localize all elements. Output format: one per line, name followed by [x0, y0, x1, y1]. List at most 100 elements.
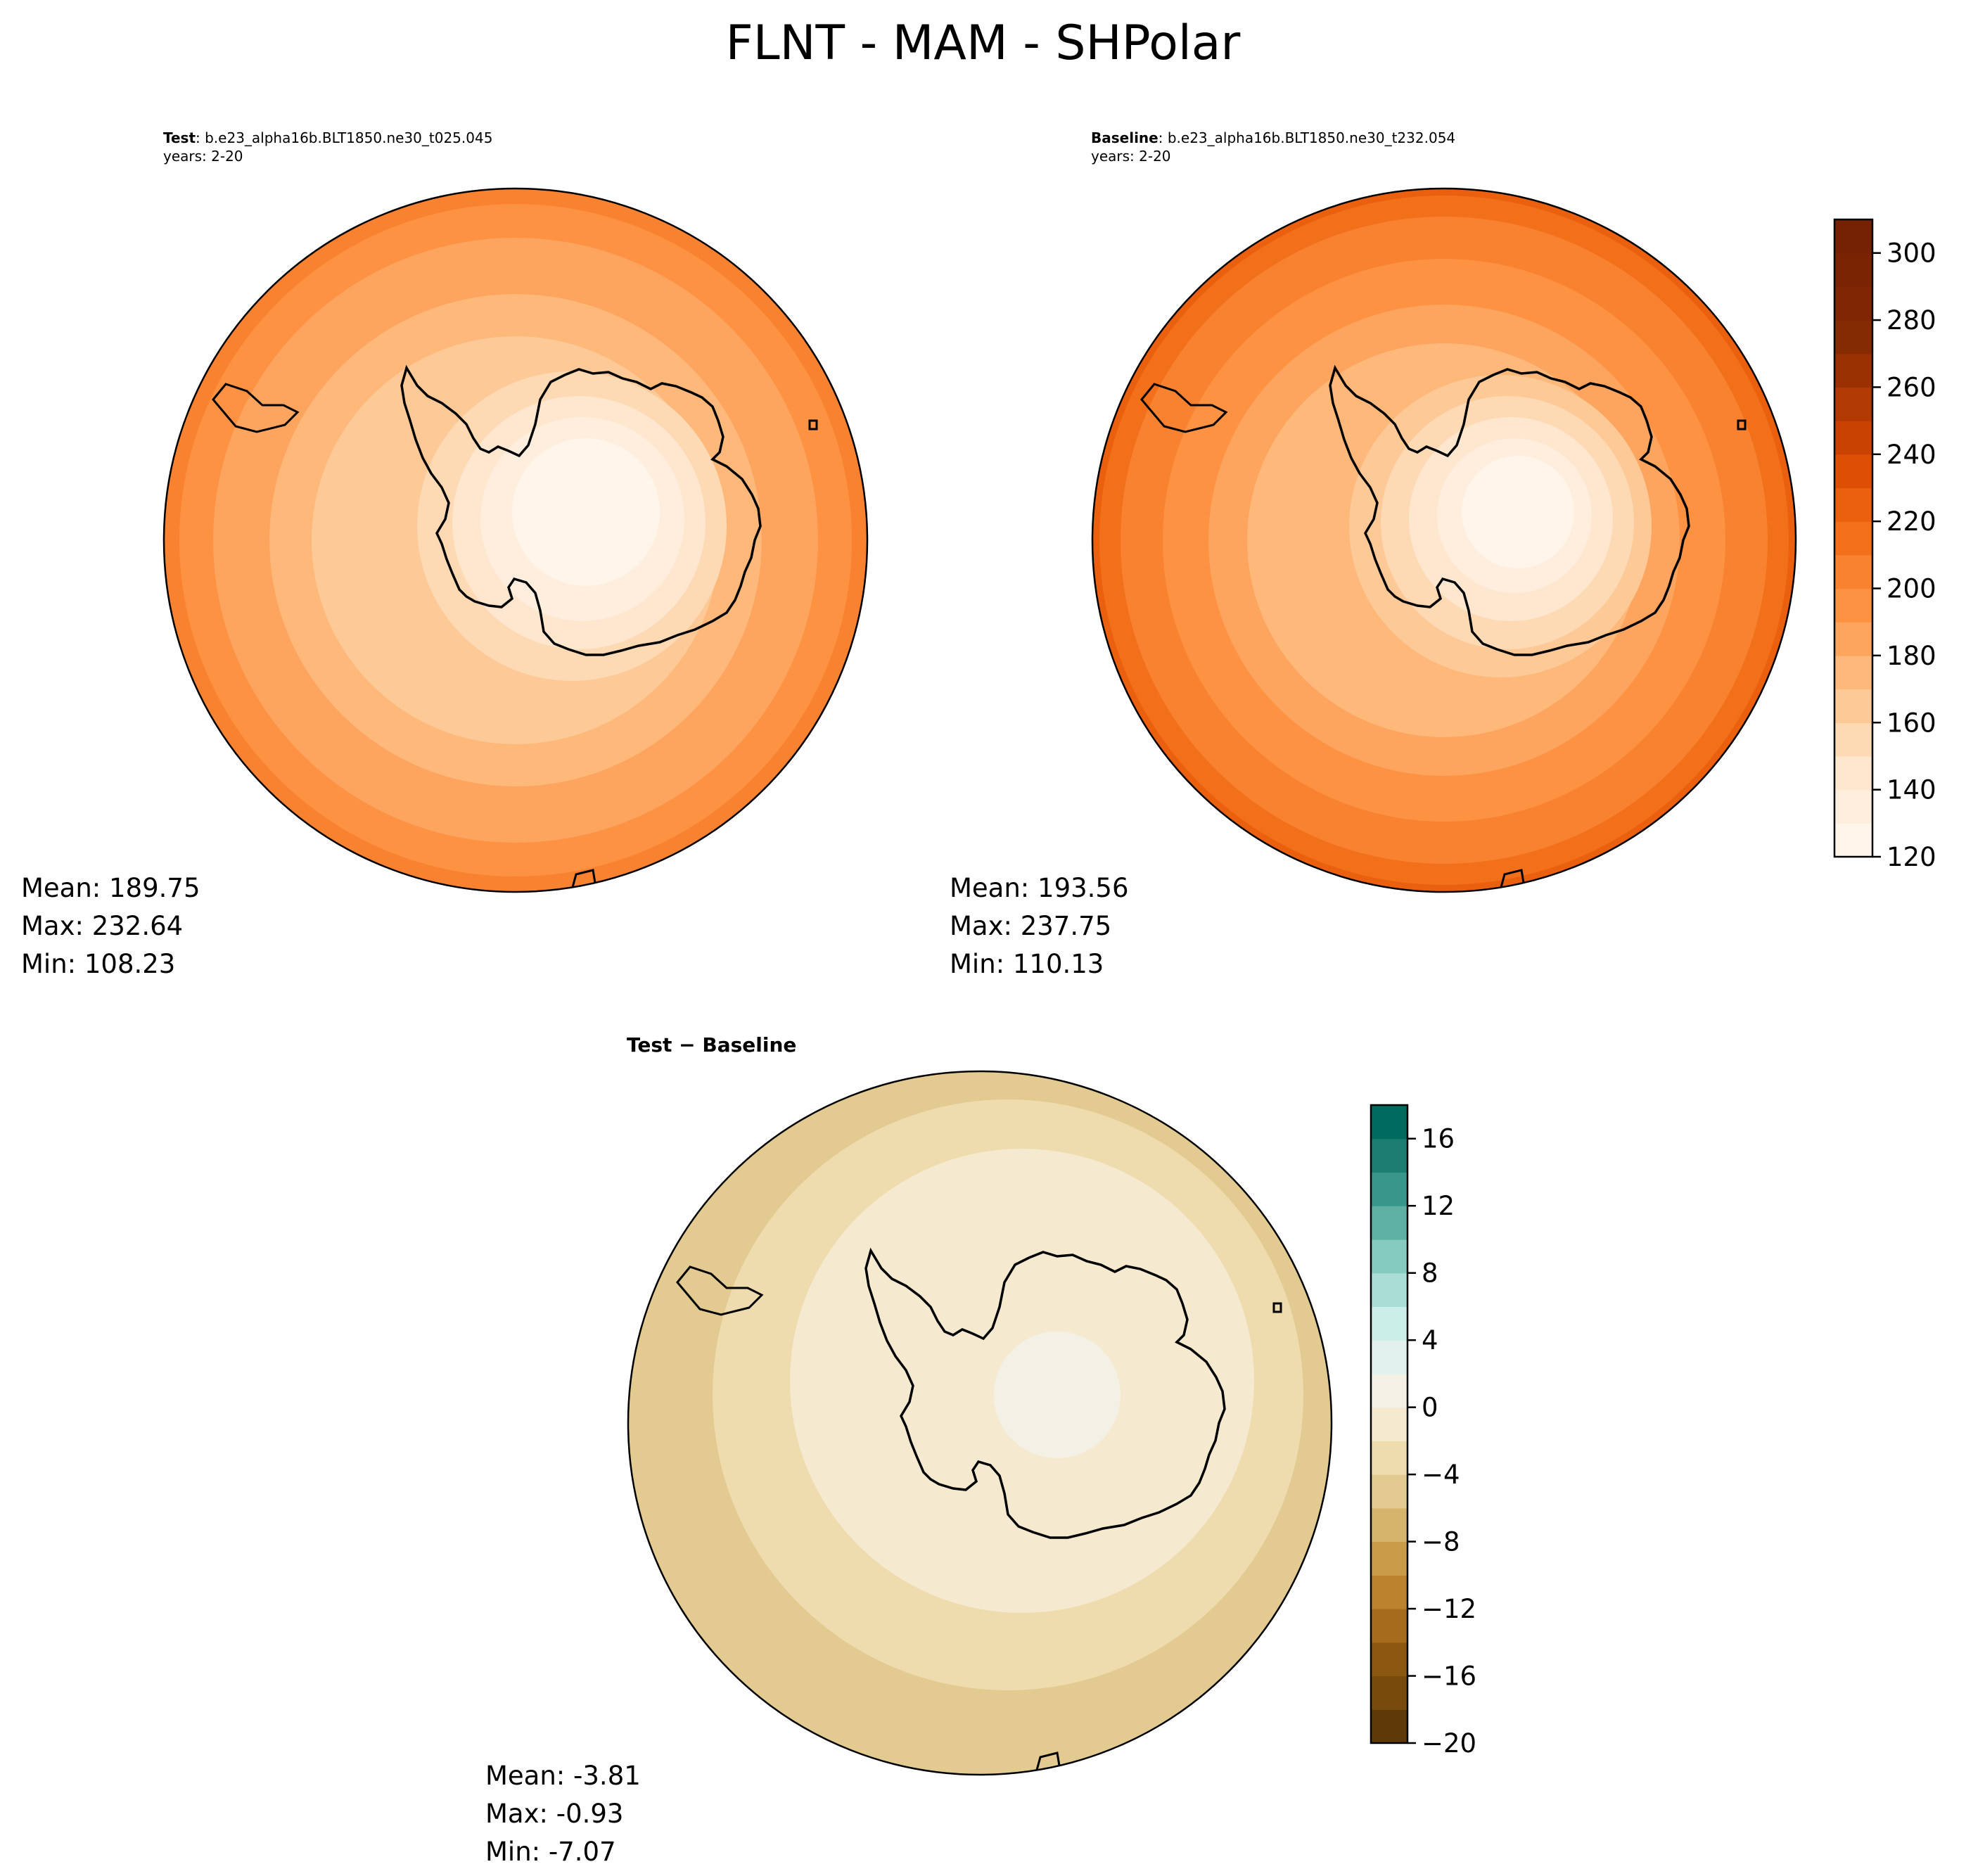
colorbar-flnt-swatch-4	[1834, 689, 1872, 723]
colorbar-diff-swatch-5	[1371, 1541, 1408, 1576]
baseline-australia-edge	[1499, 869, 1526, 891]
colorbar-flnt-tick-label-0: 120	[1887, 842, 1936, 872]
colorbar-flnt-swatch-7	[1834, 588, 1872, 623]
baseline-max: Max: 237.75	[950, 911, 1112, 941]
colorbar-flnt-swatch-18	[1834, 219, 1872, 254]
test-field	[164, 189, 867, 892]
colorbar-flnt-swatch-9	[1834, 521, 1872, 556]
colorbar-flnt-tick-label-5: 220	[1887, 506, 1936, 537]
colorbar-flnt-swatch-11	[1834, 454, 1872, 489]
test-years: years: 2-20	[163, 148, 243, 165]
colorbar-diff-swatch-0	[1371, 1709, 1408, 1744]
colorbar-diff-tick-label-8: 12	[1422, 1191, 1455, 1221]
diff-south-america	[676, 1265, 764, 1316]
baseline-min: Min: 110.13	[950, 949, 1104, 979]
colorbar-flnt-tick-label-4: 200	[1887, 574, 1936, 604]
colorbar-diff-swatch-1	[1371, 1676, 1408, 1710]
baseline-label: Baseline	[1091, 129, 1158, 146]
diff-field	[628, 1071, 1332, 1775]
colorbar-flnt-swatch-8	[1834, 554, 1872, 589]
colorbar-flnt-swatch-1	[1834, 789, 1872, 824]
colorbar-diff-swatch-2	[1371, 1642, 1408, 1677]
diff-mean: Mean: -3.81	[485, 1761, 641, 1791]
colorbar-flnt-swatch-5	[1834, 655, 1872, 690]
colorbar-flnt-tick-label-1: 140	[1887, 775, 1936, 805]
baseline-island	[1737, 419, 1747, 430]
test-min: Min: 108.23	[21, 949, 176, 979]
colorbar-diff-swatch-3	[1371, 1609, 1408, 1643]
baseline-years: years: 2-20	[1091, 148, 1171, 165]
colorbar-flnt-swatch-14	[1834, 353, 1872, 388]
colorbar-diff-swatch-6	[1371, 1507, 1408, 1543]
colorbar-diff-tick-label-5: 0	[1422, 1393, 1438, 1423]
colorbar-diff-swatch-7	[1371, 1474, 1408, 1509]
colorbar-diff-swatch-14	[1371, 1239, 1408, 1274]
baseline-mean: Mean: 193.56	[950, 873, 1129, 903]
diff-max: Max: -0.93	[485, 1799, 624, 1829]
colorbar-diff-tick-label-3: −8	[1422, 1527, 1460, 1557]
colorbar-diff: −20 −16 −12 −8 −4 0 4 8 12 16	[1370, 1104, 1476, 1759]
test-south-america	[212, 383, 300, 433]
colorbar-diff-tick-label-0: −20	[1422, 1728, 1476, 1759]
colorbar-flnt-swatch-16	[1834, 286, 1872, 321]
colorbar-diff-tick-label-7: 8	[1422, 1258, 1438, 1289]
colorbar-flnt-tick-label-2: 160	[1887, 708, 1936, 738]
diff-contour-3	[994, 1332, 1121, 1458]
colorbar-flnt: 120 140 160 180 200 220 240 260 280 300	[1833, 218, 1936, 872]
colorbar-diff-swatch-17	[1371, 1138, 1408, 1173]
diff-australia-edge	[1035, 1751, 1061, 1773]
colorbar-flnt-frame	[1833, 218, 1874, 858]
test-stats: Mean: 189.75 Max: 232.64 Min: 108.23	[21, 869, 200, 983]
colorbar-flnt-swatch-3	[1834, 722, 1872, 757]
colorbar-diff-swatch-9	[1371, 1407, 1408, 1441]
diff-stats: Mean: -3.81 Max: -0.93 Min: -7.07	[485, 1757, 641, 1871]
colorbar-diff-swatch-13	[1371, 1272, 1408, 1308]
test-mean: Mean: 189.75	[21, 873, 200, 903]
baseline-map	[1091, 187, 1797, 893]
colorbar-diff-swatch-11	[1371, 1340, 1408, 1374]
colorbar-flnt-swatch-15	[1834, 320, 1872, 355]
test-map	[162, 187, 869, 893]
test-label: Test	[163, 129, 196, 146]
colorbar-diff-tick-label-1: −16	[1422, 1661, 1476, 1692]
test-map-border	[162, 187, 869, 893]
test-case-name: : b.e23_alpha16b.BLT1850.ne30_t025.045	[196, 129, 493, 146]
colorbar-flnt-tick-label-8: 280	[1887, 305, 1936, 336]
colorbar-diff-swatch-16	[1371, 1172, 1408, 1206]
figure-title: FLNT - MAM - SHPolar	[725, 15, 1241, 71]
colorbar-flnt-tick-label-6: 240	[1887, 440, 1936, 470]
test-panel-title: Test: b.e23_alpha16b.BLT1850.ne30_t025.0…	[163, 129, 492, 165]
colorbar-diff-tick-label-4: −4	[1422, 1460, 1460, 1490]
diff-island	[1272, 1302, 1282, 1313]
colorbar-diff-tick-label-9: 16	[1422, 1124, 1455, 1154]
colorbar-flnt-swatch-0	[1834, 823, 1872, 857]
diff-map	[627, 1070, 1333, 1776]
test-max: Max: 232.64	[21, 911, 184, 941]
colorbar-diff-frame	[1370, 1104, 1409, 1744]
diff-map-border	[627, 1070, 1333, 1776]
diff-min: Min: -7.07	[485, 1837, 616, 1867]
colorbar-flnt-swatch-2	[1834, 755, 1872, 791]
baseline-field	[1092, 189, 1796, 892]
colorbar-diff-swatch-8	[1371, 1441, 1408, 1475]
colorbar-diff-swatch-15	[1371, 1206, 1408, 1240]
colorbar-diff-tick-label-2: −12	[1422, 1594, 1476, 1624]
colorbar-diff-swatch-4	[1371, 1575, 1408, 1609]
colorbar-flnt-swatch-12	[1834, 421, 1872, 455]
colorbar-diff-tick-label-6: 4	[1422, 1325, 1438, 1355]
colorbar-flnt-tick-label-9: 300	[1887, 238, 1936, 269]
colorbar-diff-swatch-10	[1371, 1373, 1408, 1408]
baseline-map-border	[1091, 187, 1797, 893]
colorbar-flnt-swatch-17	[1834, 253, 1872, 287]
baseline-contour-10	[1462, 456, 1574, 568]
colorbar-diff-swatch-12	[1371, 1306, 1408, 1341]
baseline-stats: Mean: 193.56 Max: 237.75 Min: 110.13	[950, 869, 1129, 983]
colorbar-diff-swatch-18	[1371, 1105, 1408, 1140]
test-contour-8	[512, 438, 660, 586]
baseline-case-name: : b.e23_alpha16b.BLT1850.ne30_t232.054	[1158, 129, 1456, 146]
colorbar-flnt-swatch-10	[1834, 487, 1872, 522]
diff-panel-title: Test − Baseline	[627, 1033, 797, 1057]
test-australia-edge	[570, 869, 597, 891]
